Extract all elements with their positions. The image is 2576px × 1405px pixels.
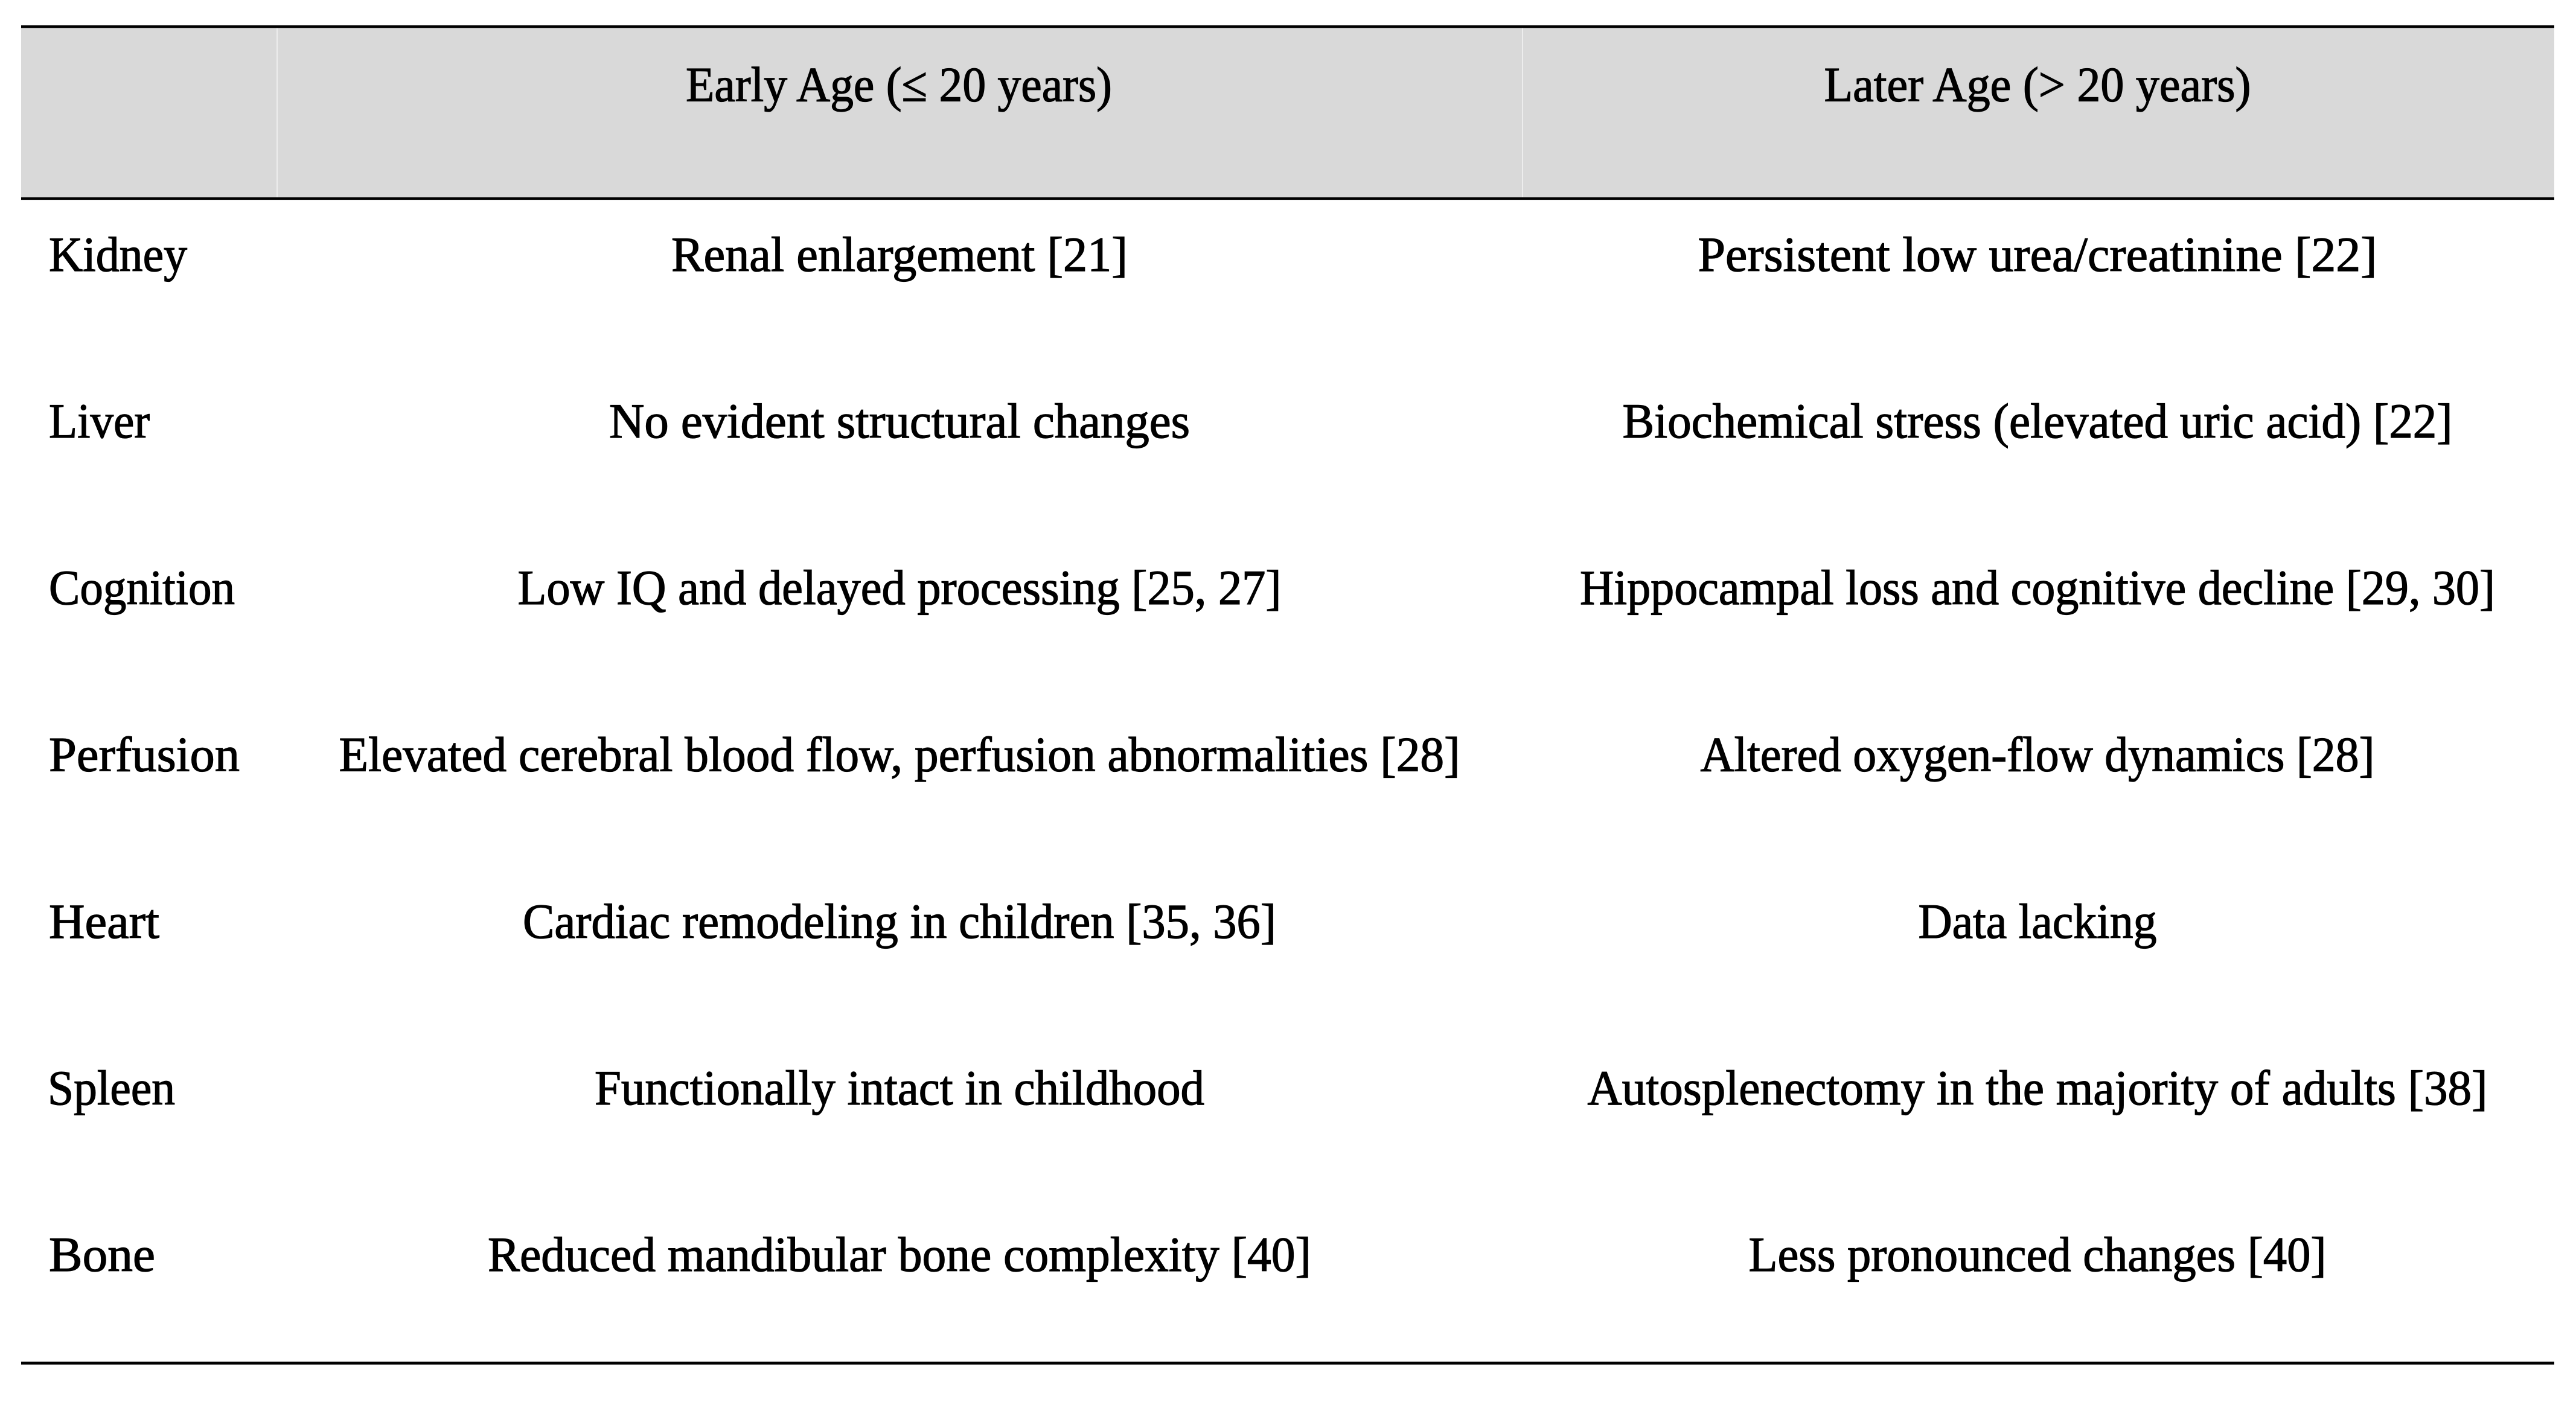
svg-text:Cognition: Cognition bbox=[49, 560, 235, 615]
svg-text:Perfusion: Perfusion bbox=[49, 727, 240, 782]
svg-text:Kidney: Kidney bbox=[49, 227, 187, 282]
svg-text:Reduced mandibular bone comple: Reduced mandibular bone complexity [40] bbox=[488, 1227, 1311, 1282]
svg-text:Cardiac remodeling in children: Cardiac remodeling in children [35, 36] bbox=[523, 894, 1276, 949]
svg-text:Persistent low urea/creatinine: Persistent low urea/creatinine [22] bbox=[1698, 227, 2377, 282]
svg-text:Liver: Liver bbox=[49, 393, 150, 448]
svg-text:Hippocampal loss and cognitive: Hippocampal loss and cognitive decline [… bbox=[1580, 560, 2495, 615]
svg-text:Renal enlargement [21]: Renal enlargement [21] bbox=[671, 227, 1128, 282]
svg-text:Later Age (> 20 years): Later Age (> 20 years) bbox=[1824, 57, 2251, 112]
svg-text:Altered oxygen-flow dynamics [: Altered oxygen-flow dynamics [28] bbox=[1701, 727, 2375, 782]
svg-text:Biochemical stress (elevated u: Biochemical stress (elevated uric acid) … bbox=[1623, 393, 2453, 448]
svg-text:Elevated cerebral blood flow,: Elevated cerebral blood flow, perfusion … bbox=[339, 727, 1460, 782]
svg-text:Low IQ and delayed processing: Low IQ and delayed processing [25, 27] bbox=[518, 560, 1282, 615]
svg-text:Heart: Heart bbox=[49, 894, 159, 949]
svg-text:No evident structural changes: No evident structural changes bbox=[609, 393, 1190, 448]
svg-text:Spleen: Spleen bbox=[48, 1060, 175, 1115]
svg-text:Bone: Bone bbox=[49, 1227, 155, 1282]
svg-text:Autosplenectomy in the majorit: Autosplenectomy in the majority of adult… bbox=[1588, 1060, 2488, 1115]
svg-text:Functionally intact in childho: Functionally intact in childhood bbox=[595, 1060, 1204, 1115]
svg-text:Less pronounced changes [40]: Less pronounced changes [40] bbox=[1749, 1227, 2327, 1282]
svg-text:Data lacking: Data lacking bbox=[1919, 894, 2157, 949]
svg-text:Early Age (≤ 20 years): Early Age (≤ 20 years) bbox=[686, 57, 1112, 112]
